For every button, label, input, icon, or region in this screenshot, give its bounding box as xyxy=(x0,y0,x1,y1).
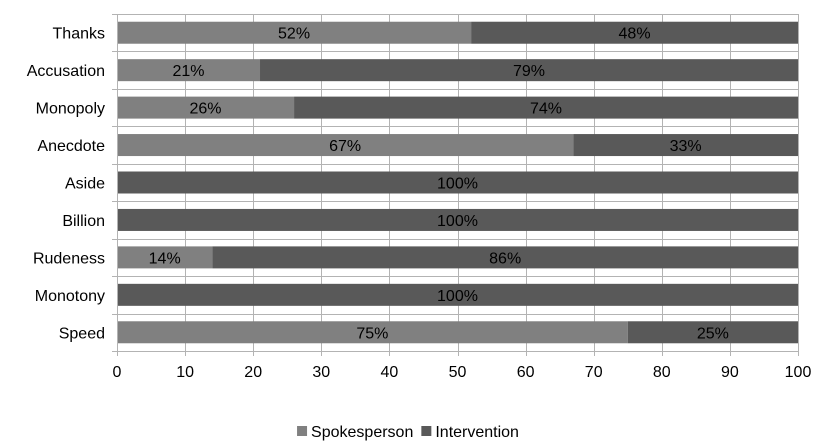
data-label: 100% xyxy=(437,176,478,193)
bar-segment-intervention xyxy=(117,171,798,194)
bar-segment-spokesperson xyxy=(117,321,628,344)
data-label: 86% xyxy=(489,250,521,267)
data-label: 48% xyxy=(619,26,651,43)
bar-segment-intervention xyxy=(627,321,798,344)
x-tick-label: 50 xyxy=(449,364,467,381)
category-label: Anecdote xyxy=(37,138,105,155)
category-label: Speed xyxy=(59,325,105,342)
x-tick-label: 60 xyxy=(517,364,535,381)
data-label: 14% xyxy=(149,250,181,267)
x-tick-label: 70 xyxy=(585,364,603,381)
category-label: Accusation xyxy=(27,63,105,80)
bar-segment-spokesperson xyxy=(117,21,472,44)
x-tick-label: 10 xyxy=(176,364,194,381)
data-label: 75% xyxy=(356,325,388,342)
x-tick-label: 90 xyxy=(721,364,739,381)
data-label: 33% xyxy=(670,138,702,155)
category-label: Billion xyxy=(62,213,105,230)
bar-segment-intervention xyxy=(260,59,798,82)
category-label: Monopoly xyxy=(36,101,105,118)
category-label: Monotony xyxy=(35,288,105,305)
data-label: 21% xyxy=(172,63,204,80)
legend: Spokesperson Intervention xyxy=(297,424,519,441)
legend-swatch-spokesperson xyxy=(297,426,308,436)
data-label: 100% xyxy=(437,288,478,305)
data-label: 74% xyxy=(530,101,562,118)
bar-segment-intervention xyxy=(212,246,799,269)
bar-segment-spokesperson xyxy=(117,246,213,269)
category-label: Aside xyxy=(65,176,105,193)
x-tick-label: 0 xyxy=(113,364,122,381)
x-tick-label: 20 xyxy=(244,364,262,381)
data-label: 52% xyxy=(278,26,310,43)
bar-segment-intervention xyxy=(294,96,798,119)
bar-segment-spokesperson xyxy=(117,96,295,119)
category-label: Thanks xyxy=(53,26,105,43)
data-label: 79% xyxy=(513,63,545,80)
bars xyxy=(117,21,799,344)
x-tick-label: 80 xyxy=(653,364,671,381)
legend-label: Spokesperson xyxy=(311,424,413,441)
x-tick-label: 30 xyxy=(312,364,330,381)
legend-label: Intervention xyxy=(435,424,519,441)
category-label: Rudeness xyxy=(33,250,105,267)
data-label: 26% xyxy=(190,101,222,118)
axes: 0 10 20 30 40 50 60 70 80 90 100 Thanks Accusation Mo… xyxy=(27,14,812,381)
bar-segment-intervention xyxy=(117,283,798,306)
data-labels: 52% 48% 21% 79% 26% 74% 67% 33% 100% 100% 14% 86% 10… xyxy=(149,26,729,343)
bar-segment-spokesperson xyxy=(117,134,574,157)
bar-segment-intervention xyxy=(471,21,798,44)
x-tick-label: 100 xyxy=(785,364,812,381)
bar-segment-intervention xyxy=(117,208,798,231)
bar-segment-spokesperson xyxy=(117,59,261,82)
x-tick-label: 40 xyxy=(381,364,399,381)
data-label: 100% xyxy=(437,213,478,230)
bar-segment-intervention xyxy=(573,134,798,157)
data-label: 67% xyxy=(329,138,361,155)
legend-swatch-intervention xyxy=(421,426,432,436)
data-label: 25% xyxy=(697,325,729,342)
